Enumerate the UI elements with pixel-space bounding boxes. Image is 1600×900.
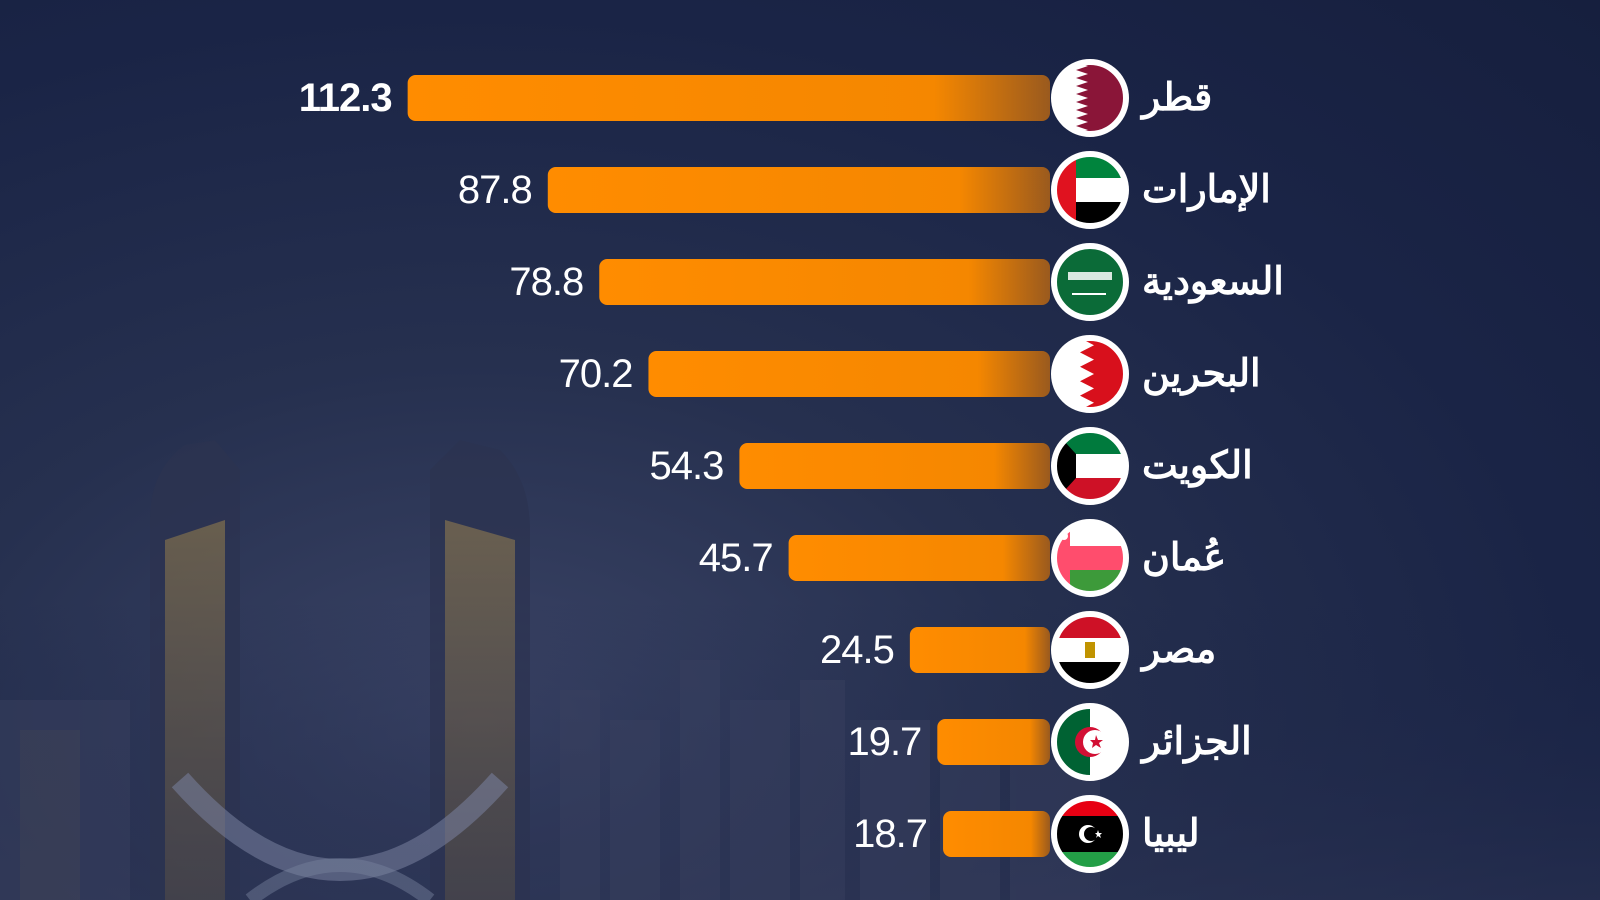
country-label: الجزائر bbox=[1142, 721, 1252, 763]
value-label: 87.8 bbox=[457, 168, 533, 212]
country-label: ليبيا bbox=[1142, 813, 1200, 855]
kuwait-flag-icon bbox=[1051, 427, 1129, 505]
bar-3 bbox=[599, 259, 1050, 305]
bahrain-flag-icon bbox=[1051, 335, 1129, 413]
country-label: قطر bbox=[1142, 77, 1213, 119]
value-label: 24.5 bbox=[820, 628, 895, 672]
qatar-flag-icon bbox=[1051, 59, 1129, 137]
libya-flag-icon bbox=[1051, 795, 1129, 873]
uae-flag-icon bbox=[1051, 151, 1129, 229]
bar-1 bbox=[407, 75, 1050, 121]
egypt-flag-icon bbox=[1051, 611, 1129, 689]
bar-4 bbox=[648, 351, 1050, 397]
country-label: عُمان bbox=[1142, 537, 1227, 579]
country-label: الكويت bbox=[1142, 445, 1253, 487]
oman-flag-icon bbox=[1051, 519, 1129, 597]
bar-8 bbox=[937, 719, 1050, 765]
algeria-flag-icon bbox=[1051, 703, 1129, 781]
value-label: 78.8 bbox=[509, 260, 584, 304]
bar-6 bbox=[788, 535, 1050, 581]
saudi-flag-icon bbox=[1051, 243, 1129, 321]
bar-2 bbox=[547, 167, 1050, 213]
value-label: 112.3 bbox=[298, 76, 393, 120]
value-label: 70.2 bbox=[558, 352, 634, 396]
bar-5 bbox=[739, 443, 1050, 489]
country-label: السعودية bbox=[1142, 261, 1284, 303]
value-label: 19.7 bbox=[847, 720, 922, 764]
value-label: 45.7 bbox=[698, 536, 774, 580]
country-label: البحرين bbox=[1142, 353, 1261, 395]
value-label: 18.7 bbox=[853, 812, 928, 856]
bar-7 bbox=[909, 627, 1050, 673]
bar-9 bbox=[943, 811, 1050, 857]
country-label: الإمارات bbox=[1142, 169, 1271, 211]
value-label: 54.3 bbox=[649, 444, 725, 488]
country-label: مصر bbox=[1142, 629, 1217, 671]
